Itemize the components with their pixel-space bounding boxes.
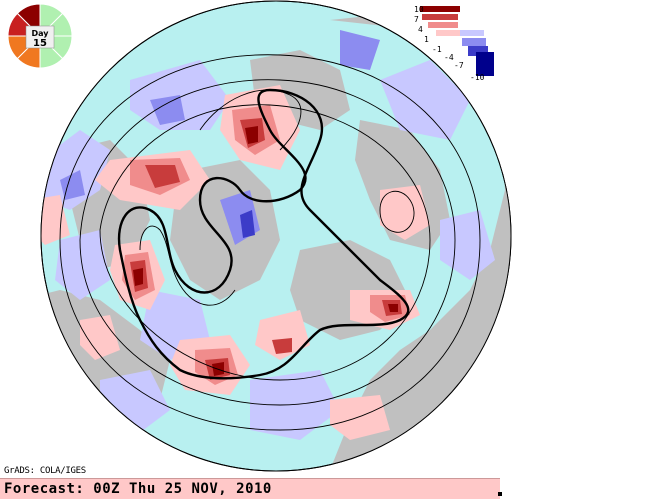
legend-labels: 10 7 4 1 -1 -4 -7 -10: [414, 6, 485, 82]
day-wheel-segments: [8, 4, 72, 68]
legend-label-neg7: -7: [454, 61, 464, 70]
legend-label-neg1: -1: [432, 45, 442, 54]
forecast-day-wheel: Day 15: [8, 4, 72, 68]
legend-label-1: 1: [424, 35, 429, 44]
legend-label-7: 7: [414, 15, 419, 24]
day-label: Day: [31, 29, 49, 38]
contour-lines: [59, 54, 481, 431]
legend-label-4: 4: [418, 25, 423, 34]
grads-credit: GrADS: COLA/IGES: [4, 466, 86, 476]
forecast-banner: Forecast: 00Z Thu 25 NOV, 2010: [0, 478, 500, 499]
day-number: 15: [33, 38, 47, 49]
legend-label-neg4: -4: [444, 53, 454, 62]
forecast-text: Forecast: 00Z Thu 25 NOV, 2010: [4, 481, 272, 497]
legend-swatches: [420, 6, 494, 76]
legend-label-10: 10: [414, 6, 424, 14]
corner-mark: [498, 492, 502, 496]
legend-label-neg10: -10: [470, 73, 485, 82]
positive-anomalies: [41, 85, 430, 440]
anomaly-legend: 10 7 4 1 -1 -4 -7 -10: [414, 6, 494, 82]
